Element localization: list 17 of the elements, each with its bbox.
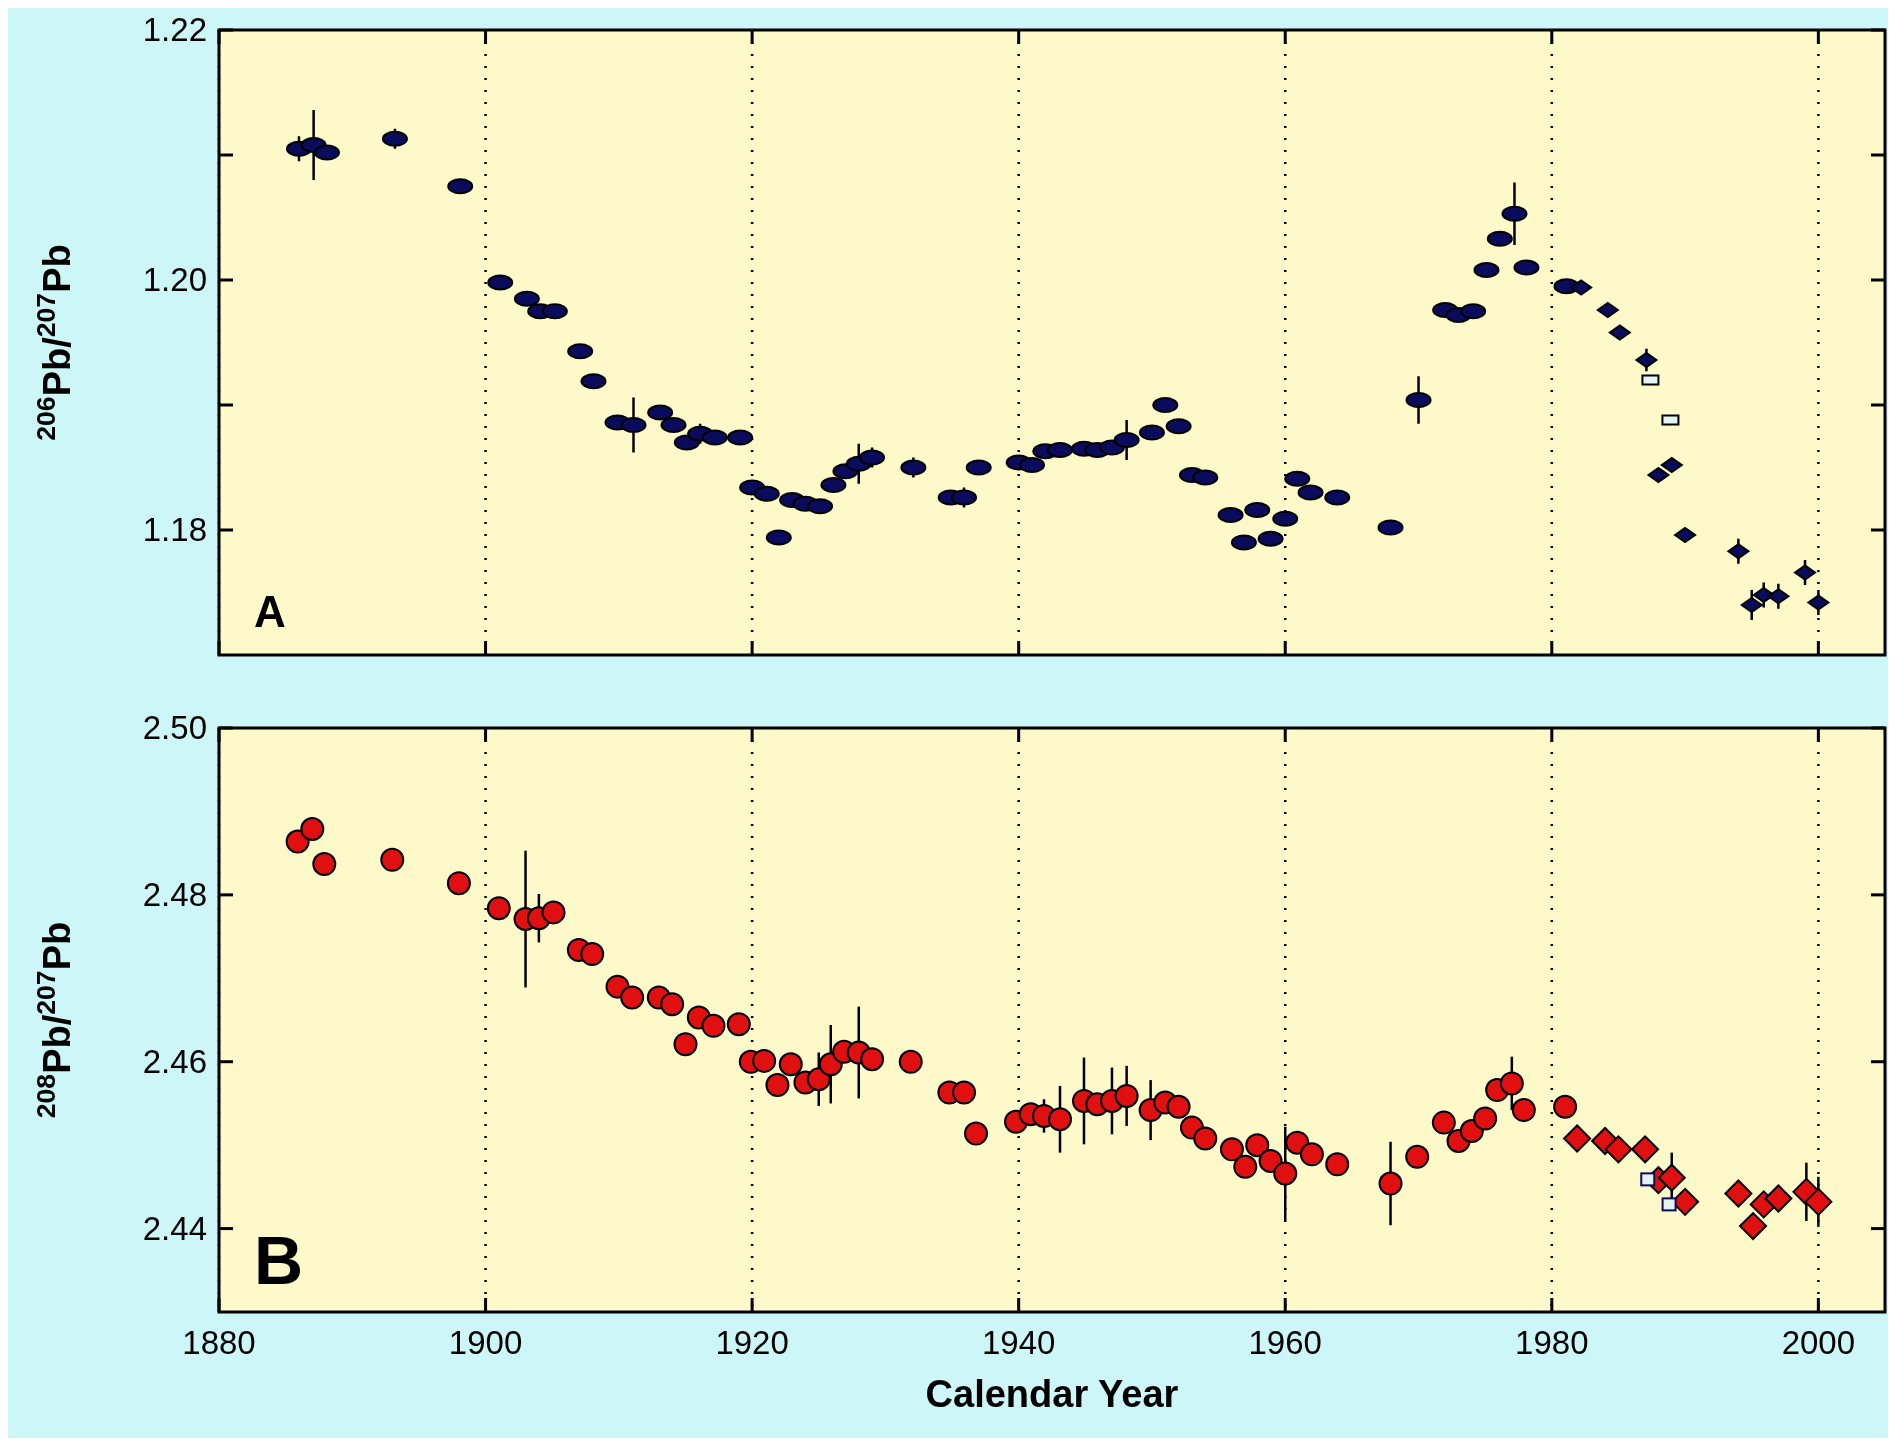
y-tick-label: 1.20 bbox=[142, 261, 207, 298]
x-tick-label: 1920 bbox=[715, 1324, 789, 1361]
x-tick-label: 1880 bbox=[182, 1324, 256, 1361]
x-tick-label: 2000 bbox=[1781, 1324, 1856, 1361]
y-tick-label: 2.46 bbox=[142, 1042, 207, 1080]
x-tick-label: 1960 bbox=[1248, 1324, 1322, 1361]
annotation: B bbox=[254, 1222, 304, 1298]
annotation: A bbox=[254, 587, 286, 636]
x-tick-label: 1980 bbox=[1515, 1324, 1589, 1361]
y-tick-label: 2.44 bbox=[142, 1209, 207, 1247]
y-tick-label: 1.22 bbox=[142, 11, 207, 48]
y-tick-label: 2.50 bbox=[142, 709, 207, 746]
x-axis-title: Calendar Year bbox=[925, 1373, 1179, 1415]
x-tick-label: 1940 bbox=[981, 1324, 1056, 1361]
y-tick-label: 1.18 bbox=[142, 511, 207, 548]
x-tick-label: 1900 bbox=[448, 1324, 523, 1361]
y-tick-label: 2.48 bbox=[142, 875, 207, 913]
